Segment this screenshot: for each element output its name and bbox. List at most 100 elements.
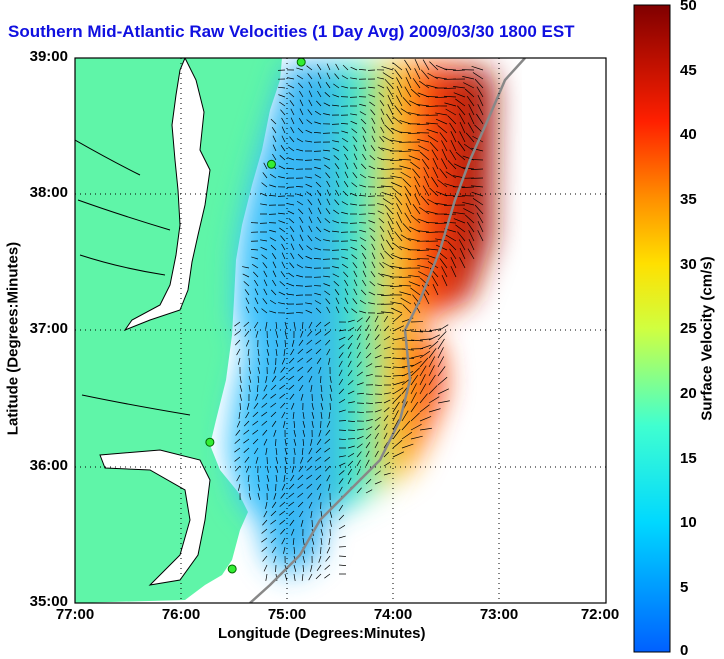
velocity-arrow (447, 160, 457, 170)
velocity-arrow (275, 456, 279, 464)
velocity-arrow (452, 69, 466, 72)
velocity-arrow (359, 184, 367, 188)
velocity-arrow (421, 158, 430, 170)
velocity-arrow (437, 347, 444, 359)
velocity-arrow (381, 311, 394, 314)
velocity-arrow (311, 411, 315, 419)
velocity-arrow (383, 451, 390, 458)
velocity-arrow (380, 285, 394, 287)
velocity-arrow (296, 148, 304, 152)
velocity-arrow (320, 375, 322, 384)
velocity-arrow (417, 230, 430, 233)
velocity-arrow (328, 411, 331, 419)
velocity-arrow (422, 59, 430, 71)
velocity-arrow (281, 537, 286, 545)
velocity-arrow (299, 99, 304, 107)
velocity-arrow (316, 357, 322, 364)
velocity-vectors (234, 58, 484, 581)
velocity-arrow (394, 105, 403, 116)
velocity-arrow (347, 401, 355, 404)
velocity-arrow (320, 537, 323, 545)
velocity-arrow (323, 113, 331, 116)
velocity-arrow (419, 383, 427, 395)
x-tick-label: 75:00 (267, 606, 307, 623)
sound-water (99, 449, 211, 586)
velocity-arrow (317, 207, 322, 215)
velocity-arrow (306, 65, 313, 71)
velocity-arrow (262, 262, 268, 269)
velocity-arrow (265, 321, 268, 329)
velocity-arrow (289, 393, 295, 400)
velocity-arrow (275, 438, 277, 447)
velocity-arrow (288, 501, 295, 507)
velocity-arrow (338, 336, 346, 341)
velocity-arrow (235, 429, 241, 436)
velocity-arrow (287, 283, 295, 287)
velocity-arrow (244, 330, 250, 337)
velocity-arrow (266, 483, 269, 491)
velocity-arrow (326, 474, 331, 482)
velocity-arrow (419, 393, 428, 404)
velocity-arrow (279, 519, 286, 525)
velocity-arrow (374, 354, 382, 359)
velocity-arrow (324, 573, 331, 579)
velocity-arrow (287, 210, 295, 215)
velocity-arrow (392, 242, 403, 251)
velocity-arrow (374, 416, 381, 422)
velocity-arrow (278, 94, 286, 98)
velocity-arrow (288, 92, 295, 98)
velocity-arrow (326, 72, 331, 80)
velocity-arrow (273, 555, 277, 563)
velocity-arrow (365, 433, 372, 440)
velocity-arrow (292, 537, 295, 545)
velocity-arrow (437, 400, 450, 404)
velocity-arrow (338, 555, 347, 557)
velocity-arrow (394, 195, 403, 206)
velocity-arrow (386, 239, 394, 251)
velocity-arrow (419, 344, 432, 350)
velocity-arrow (383, 462, 391, 467)
velocity-arrow (297, 348, 304, 355)
velocity-arrow (392, 325, 404, 332)
velocity-arrow (266, 465, 269, 473)
velocity-arrow (365, 426, 373, 431)
velocity-arrow (380, 159, 394, 161)
velocity-arrow (293, 321, 296, 329)
velocity-arrow (356, 459, 361, 467)
velocity-arrow (243, 438, 250, 444)
velocity-arrow (254, 447, 259, 455)
velocity-arrow (263, 279, 268, 287)
velocity-arrow (410, 360, 422, 368)
velocity-arrow (338, 478, 344, 485)
velocity-arrow (410, 383, 417, 395)
velocity-arrow (315, 474, 322, 481)
velocity-arrow (236, 348, 241, 356)
velocity-arrow (290, 252, 295, 260)
velocity-arrow (468, 104, 475, 116)
velocity-arrow (235, 465, 241, 472)
velocity-arrow (404, 185, 412, 197)
velocity-arrow (374, 344, 381, 350)
velocity-arrow (315, 307, 322, 314)
velocity-arrow (369, 155, 376, 161)
velocity-arrow (386, 86, 394, 98)
velocity-arrow (341, 137, 349, 143)
velocity-arrow (254, 288, 259, 296)
velocity-arrow (279, 384, 286, 390)
velocity-arrow (329, 393, 332, 401)
velocity-arrow (410, 423, 422, 431)
velocity-arrow (273, 492, 277, 500)
velocity-arrow (307, 109, 313, 116)
velocity-arrow (429, 61, 439, 71)
velocity-arrow (332, 230, 340, 233)
velocity-arrow (310, 564, 313, 572)
velocity-arrow (392, 451, 404, 458)
velocity-arrow (344, 288, 349, 296)
velocity-arrow (408, 281, 421, 287)
velocity-arrow (289, 226, 295, 233)
velocity-arrow (324, 321, 331, 327)
velocity-arrow (453, 218, 466, 224)
velocity-arrow (270, 289, 277, 296)
velocity-arrow (318, 555, 322, 563)
velocity-arrow (382, 72, 394, 80)
